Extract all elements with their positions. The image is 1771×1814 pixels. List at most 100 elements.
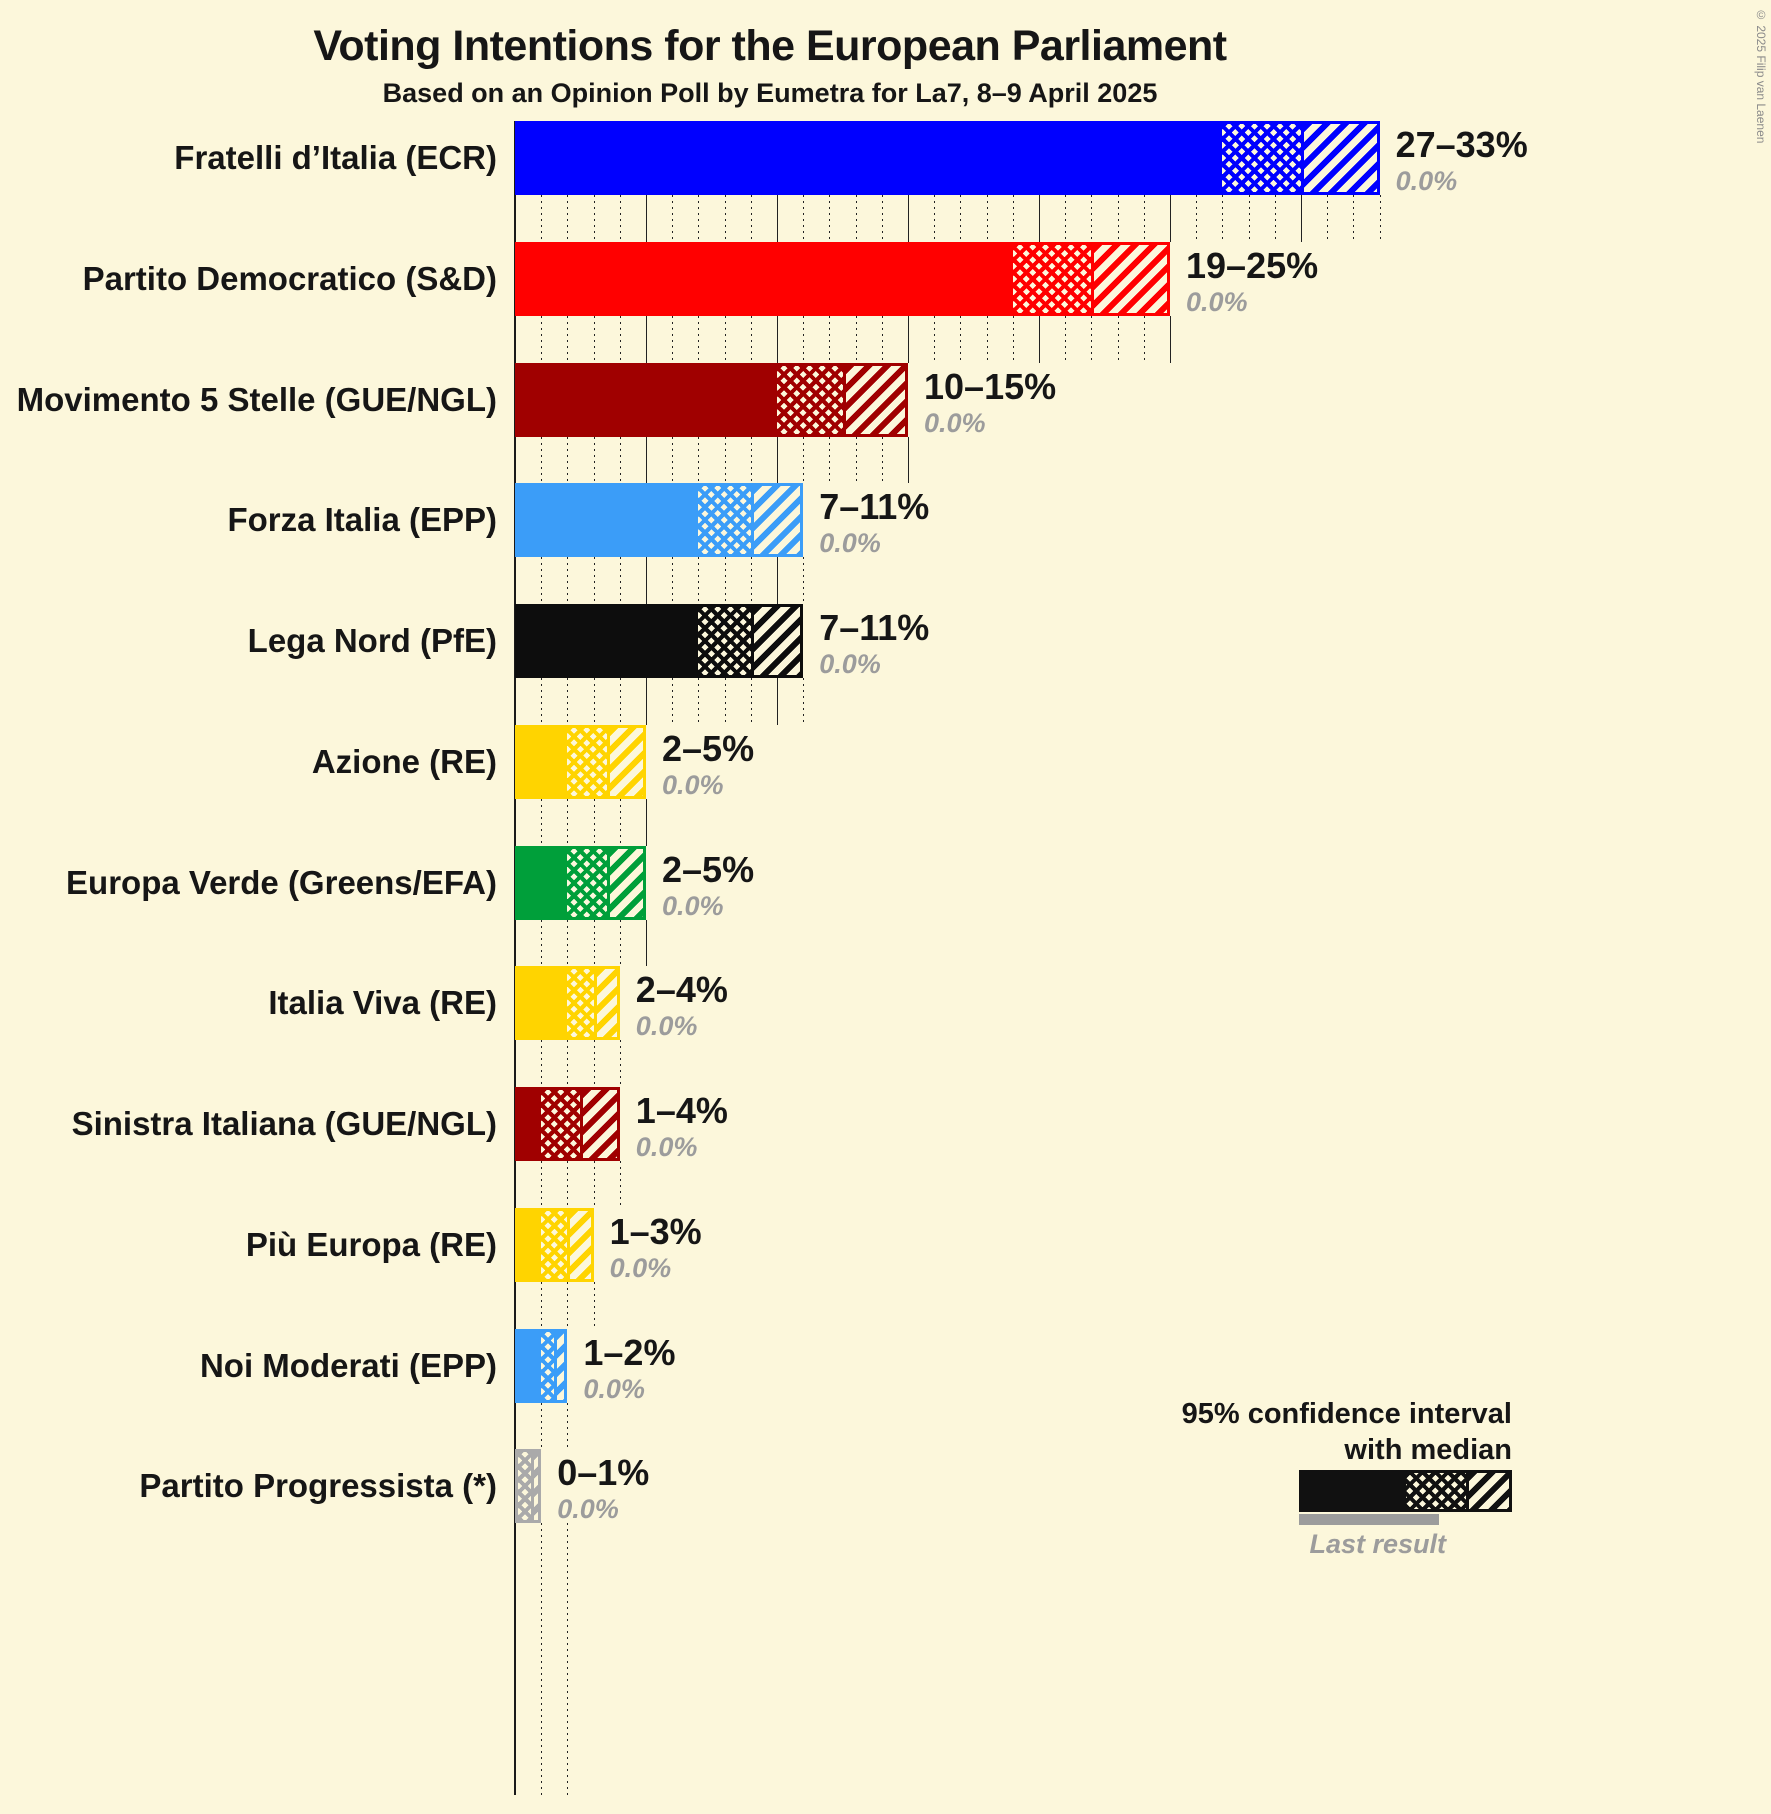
chart-row: Azione (RE) 2–5% 0.0% <box>0 725 1771 846</box>
minor-gridline <box>1012 195 1014 242</box>
minor-gridline <box>881 316 883 363</box>
minor-gridline <box>724 316 726 363</box>
ci-lower-solid-section <box>518 1211 542 1279</box>
minor-gridline <box>750 437 752 483</box>
minor-gridline <box>541 678 543 725</box>
minor-gridline <box>593 1282 595 1329</box>
ci-range-label: 10–15% <box>924 366 1057 407</box>
last-result-value: 0.0% <box>583 1374 645 1404</box>
minor-gridline <box>541 799 543 846</box>
confidence-interval-bar <box>515 363 908 437</box>
gridline-strip <box>0 316 1771 363</box>
ci-range-label: 2–5% <box>662 728 755 769</box>
ci-lower-solid-section <box>518 366 777 434</box>
minor-gridline <box>724 557 726 604</box>
ci-lower-solid-section <box>518 849 568 917</box>
confidence-interval-bar <box>515 966 620 1040</box>
minor-gridline <box>567 1282 569 1329</box>
minor-gridline <box>619 557 621 604</box>
confidence-interval-bar <box>515 604 804 678</box>
minor-gridline <box>803 195 805 242</box>
minor-gridline <box>619 316 621 363</box>
last-result-value: 0.0% <box>609 1253 672 1283</box>
minor-gridline <box>593 920 595 966</box>
minor-gridline <box>1065 195 1067 242</box>
major-gridline <box>777 437 778 483</box>
minor-gridline <box>567 316 569 363</box>
ci-crosshatch-section <box>567 969 594 1037</box>
chart-row: Noi Moderati (EPP) 1–2% 0.0% <box>0 1329 1771 1450</box>
minor-gridline <box>750 557 752 604</box>
ci-lower-solid-section <box>518 728 568 796</box>
confidence-interval-bar <box>515 1449 542 1523</box>
legend-sample-solid-section <box>1302 1473 1406 1509</box>
ci-lower-solid-section <box>518 486 699 554</box>
chart-row: Italia Viva (RE) 2–4% 0.0% <box>0 966 1771 1087</box>
minor-gridline <box>593 557 595 604</box>
major-gridline <box>777 316 778 363</box>
minor-gridline <box>855 316 857 363</box>
ci-diagonal-section <box>750 486 801 554</box>
gridline-strip <box>0 557 1771 604</box>
last-result-value: 0.0% <box>662 891 724 921</box>
ci-lower-solid-section <box>518 1332 542 1400</box>
major-gridline <box>1039 316 1040 363</box>
minor-gridline <box>698 437 700 483</box>
major-gridline <box>908 437 909 483</box>
minor-gridline <box>619 195 621 242</box>
major-gridline <box>777 678 778 725</box>
chart-row: Partito Progressista (*) 0–1% 0.0% <box>0 1449 1771 1570</box>
ci-diagonal-section <box>554 1332 565 1400</box>
party-label: Europa Verde (Greens/EFA) <box>66 864 497 901</box>
legend-ci-label-line2: with median <box>1344 1434 1512 1466</box>
major-gridline <box>908 195 909 242</box>
chart-row: Europa Verde (Greens/EFA) 2–5% 0.0% <box>0 846 1771 967</box>
minor-gridline <box>724 195 726 242</box>
ci-lower-solid-section <box>518 245 1013 313</box>
minor-gridline <box>698 316 700 363</box>
legend-sample-diagonal-section <box>1466 1473 1509 1509</box>
minor-gridline <box>698 195 700 242</box>
confidence-interval-bar <box>515 121 1380 195</box>
last-result-value: 0.0% <box>819 528 881 558</box>
legend-ci-label-line1: 95% confidence interval <box>1181 1398 1512 1430</box>
minor-gridline <box>593 437 595 483</box>
ci-crosshatch-section <box>1222 124 1301 192</box>
chart-row: Forza Italia (EPP) 7–11% 0.0% <box>0 483 1771 604</box>
major-gridline <box>777 195 778 242</box>
ci-crosshatch-section <box>518 1452 532 1520</box>
minor-gridline <box>1327 195 1329 242</box>
gridline-strip <box>0 1161 1771 1208</box>
minor-gridline <box>567 1523 569 1795</box>
minor-gridline <box>541 1403 543 1449</box>
minor-gridline <box>1091 316 1093 363</box>
ci-crosshatch-section <box>541 1090 581 1158</box>
gridline-strip <box>0 678 1771 725</box>
minor-gridline <box>1222 195 1224 242</box>
minor-gridline <box>619 1161 621 1208</box>
minor-gridline <box>672 195 674 242</box>
minor-gridline <box>1117 195 1119 242</box>
minor-gridline <box>855 437 857 483</box>
party-label: Sinistra Italiana (GUE/NGL) <box>71 1105 497 1142</box>
gridline-strip <box>0 437 1771 483</box>
gridline-strip <box>0 195 1771 242</box>
minor-gridline <box>619 799 621 846</box>
gridline-strip <box>0 920 1771 966</box>
last-result-value: 0.0% <box>1186 287 1248 317</box>
minor-gridline <box>593 316 595 363</box>
minor-gridline <box>803 557 805 604</box>
ci-diagonal-section <box>606 849 643 917</box>
party-label: Italia Viva (RE) <box>268 984 497 1021</box>
ci-lower-solid-section <box>518 1090 542 1158</box>
minor-gridline <box>672 678 674 725</box>
ci-crosshatch-section <box>698 607 751 675</box>
minor-gridline <box>541 1161 543 1208</box>
major-gridline <box>646 799 647 846</box>
confidence-interval-bar <box>515 1087 620 1161</box>
confidence-interval-bar <box>515 1208 594 1282</box>
major-gridline <box>1039 195 1040 242</box>
minor-gridline <box>567 1161 569 1208</box>
ci-diagonal-section <box>531 1452 539 1520</box>
